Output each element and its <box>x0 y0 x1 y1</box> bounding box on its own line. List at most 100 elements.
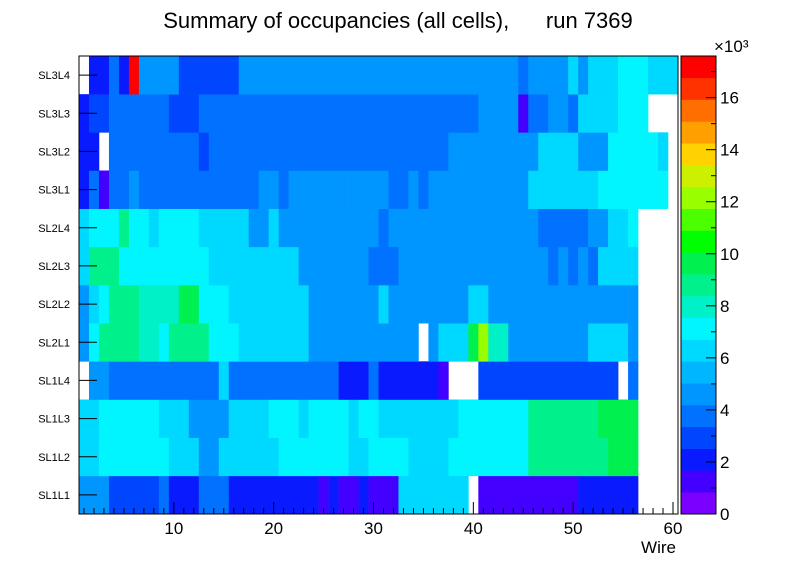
heatmap-cell <box>198 208 250 248</box>
heatmap-cell <box>228 361 339 400</box>
heatmap-cell <box>118 56 130 95</box>
y-tick-label: SL3L1 <box>38 185 70 197</box>
heatmap-cell <box>308 285 379 324</box>
heatmap-cell <box>318 475 329 515</box>
heatmap-cell <box>578 94 619 133</box>
heatmap-cell <box>478 94 519 133</box>
color-scale-tick-label: 14 <box>720 141 739 160</box>
heatmap-cell <box>608 208 629 248</box>
color-scale-bin <box>681 165 716 188</box>
heatmap-cell <box>308 399 349 438</box>
heatmap-cell <box>98 399 160 438</box>
heatmap-cell <box>268 208 279 248</box>
heatmap-cell <box>208 132 449 171</box>
heatmap-cell <box>108 285 140 324</box>
heatmap-cell <box>598 246 639 286</box>
heatmap-cell <box>578 56 589 95</box>
heatmap-cell <box>158 475 170 515</box>
heatmap-cell <box>138 170 259 209</box>
heatmap-cell <box>548 246 559 286</box>
heatmap-cell <box>398 246 549 286</box>
heatmap-cell <box>298 399 309 438</box>
x-tick-label: 30 <box>364 519 383 538</box>
heatmap-cell <box>198 437 220 477</box>
heatmap-cell <box>228 285 309 324</box>
color-scale-bin <box>681 295 716 319</box>
heatmap-cell <box>398 475 469 515</box>
heatmap-cell <box>158 208 200 248</box>
heatmap-cell <box>528 437 609 477</box>
heatmap-cell <box>198 475 230 515</box>
heatmap-cell <box>278 208 379 248</box>
color-scale-bin <box>681 448 716 471</box>
heatmap-cell <box>608 132 659 171</box>
heatmap-cell <box>628 208 639 248</box>
heatmap-cell <box>108 361 220 400</box>
heatmap-cell <box>538 132 579 171</box>
y-tick-label: SL2L2 <box>38 299 70 311</box>
heatmap-cell <box>408 170 419 209</box>
heatmap-cell <box>428 323 439 362</box>
heatmap-cell <box>168 437 200 477</box>
heatmap-cell <box>258 170 279 209</box>
color-scale-bin <box>681 492 716 515</box>
heatmap-cell <box>578 246 589 286</box>
heatmap-cell <box>358 475 369 515</box>
heatmap-cell <box>628 285 639 324</box>
heatmap-cell <box>138 323 160 362</box>
heatmap-cell <box>378 285 389 324</box>
heatmap-cell <box>178 56 240 95</box>
heatmap-cell <box>148 208 160 248</box>
y-tick-label: SL2L3 <box>38 261 70 273</box>
y-tick-label: SL1L3 <box>38 414 70 426</box>
heatmap-cell <box>108 170 130 209</box>
color-scale-bin <box>681 56 716 79</box>
heatmap-cell <box>518 56 529 95</box>
color-scale-tick-label: 4 <box>720 401 729 420</box>
heatmap-cell <box>548 94 569 133</box>
heatmap-cell <box>188 399 230 438</box>
heatmap-cell <box>588 323 629 362</box>
heatmap-cell <box>568 56 579 95</box>
heatmap-cell <box>158 323 170 362</box>
heatmap-cell <box>198 94 479 133</box>
color-scale-tick-label: 10 <box>720 245 739 264</box>
color-scale-bin <box>681 208 716 231</box>
color-scale-bin <box>681 252 716 275</box>
heatmap-cell <box>248 208 269 248</box>
heatmap-cell <box>618 94 649 133</box>
heatmap-cell <box>128 170 140 209</box>
y-tick-label: SL3L2 <box>38 146 70 158</box>
heatmap-cell <box>238 323 309 362</box>
x-axis-label: Wire <box>641 538 676 557</box>
heatmap-cell <box>168 94 200 133</box>
color-scale-bin <box>681 121 716 144</box>
heatmap-cell <box>368 361 379 400</box>
heatmap-cell <box>538 208 589 248</box>
color-scale-bin <box>681 470 716 493</box>
heatmap-cell <box>408 285 469 324</box>
heatmap-cell <box>98 170 110 209</box>
color-scale-bin <box>681 361 716 384</box>
heatmap-cell <box>568 94 579 133</box>
heatmap-cell <box>438 323 469 362</box>
color-scale-bin <box>681 404 716 428</box>
x-tick-label: 60 <box>664 519 683 538</box>
color-scale-bin <box>681 77 716 100</box>
x-tick-label: 50 <box>564 519 583 538</box>
heatmap-cell <box>488 285 629 324</box>
heatmap-cell <box>568 246 579 286</box>
heatmap-cell <box>608 437 639 477</box>
color-scale-tick-label: 0 <box>720 505 729 524</box>
heatmap-cell <box>468 323 479 362</box>
heatmap-cell <box>588 246 599 286</box>
heatmap-cell <box>298 246 369 286</box>
heatmap-cell <box>488 323 509 362</box>
heatmap-cell <box>478 475 579 515</box>
heatmap-cell <box>178 285 200 324</box>
heatmap-cell <box>368 246 399 286</box>
y-tick-label: SL3L4 <box>38 70 70 82</box>
heatmap-cell <box>118 246 210 286</box>
heatmap-cell <box>578 475 639 515</box>
